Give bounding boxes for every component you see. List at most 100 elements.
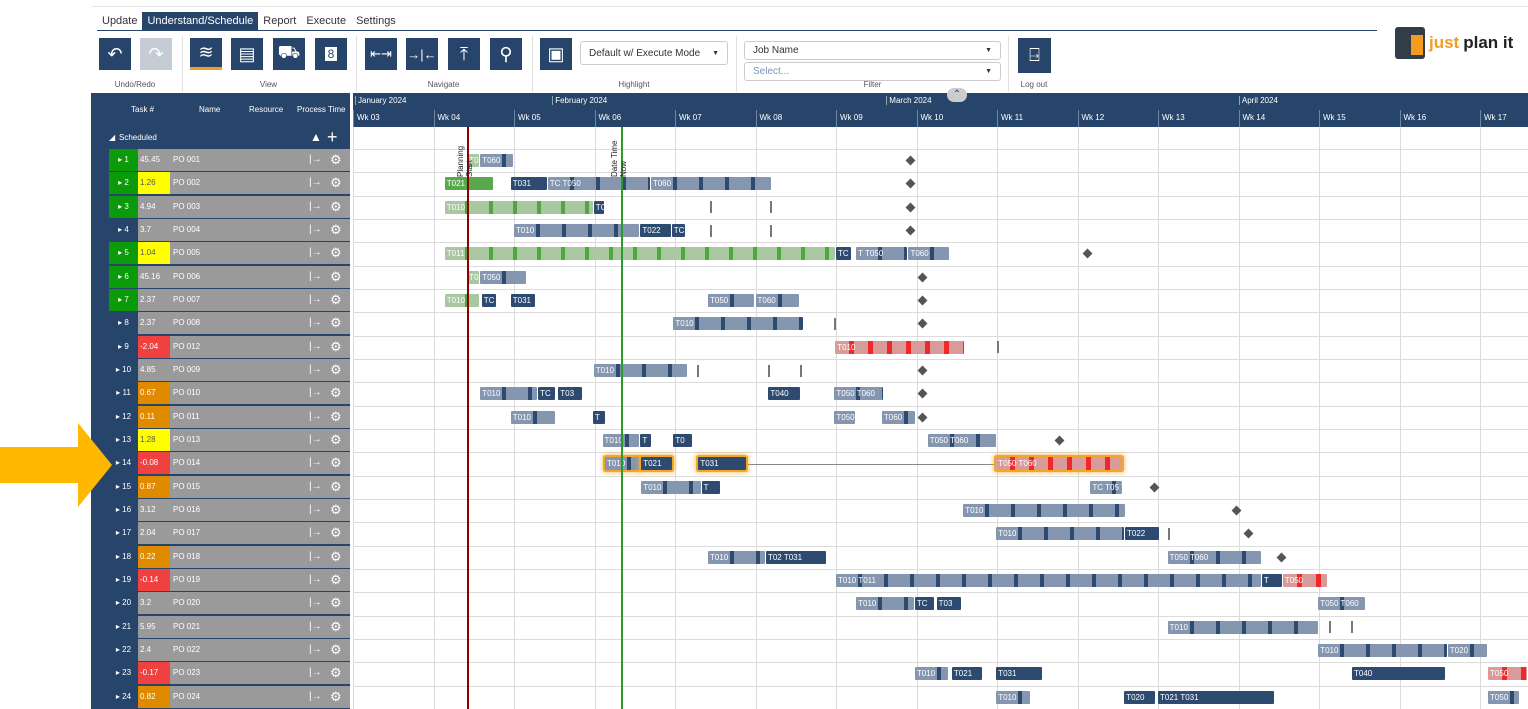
task-bar[interactable]: T020 bbox=[1447, 644, 1488, 658]
collapse-button[interactable]: →|← bbox=[406, 38, 438, 70]
goto-bar-icon[interactable]: |→ bbox=[309, 667, 322, 679]
gear-icon[interactable]: ⚙ bbox=[330, 641, 342, 657]
task-bar[interactable]: T010 bbox=[444, 200, 593, 214]
task-number[interactable]: ▸ 14 bbox=[109, 452, 138, 475]
due-date-diamond[interactable] bbox=[1054, 435, 1065, 446]
task-bar[interactable]: T022 bbox=[1124, 527, 1159, 541]
due-date-diamond[interactable] bbox=[1231, 505, 1242, 516]
scroll-top-button[interactable]: ⤒ bbox=[448, 38, 480, 70]
goto-bar-icon[interactable]: |→ bbox=[309, 503, 322, 515]
redo-button[interactable]: ↷ bbox=[140, 38, 172, 70]
task-bar[interactable]: TC T05 T0 bbox=[1090, 480, 1123, 494]
task-number[interactable]: ▸ 9 bbox=[109, 335, 138, 358]
due-date-diamond[interactable] bbox=[917, 295, 928, 306]
goto-bar-icon[interactable]: |→ bbox=[309, 200, 322, 212]
task-bar[interactable]: T010 bbox=[1167, 620, 1318, 634]
task-number[interactable]: ▸ 2 bbox=[109, 172, 138, 195]
task-bar[interactable]: T010 bbox=[963, 504, 1125, 518]
task-bar[interactable]: T050 T060 bbox=[1167, 550, 1261, 564]
goto-bar-icon[interactable]: |→ bbox=[309, 690, 322, 702]
gear-icon[interactable]: ⚙ bbox=[330, 245, 342, 261]
task-bar[interactable]: T010 bbox=[996, 527, 1124, 541]
gear-icon[interactable]: ⚙ bbox=[330, 408, 342, 424]
goto-bar-icon[interactable]: |→ bbox=[309, 457, 322, 469]
sort-up-icon[interactable]: ▲ bbox=[310, 130, 322, 144]
task-bar[interactable]: TC bbox=[593, 200, 604, 214]
task-row[interactable]: ▸ 16 3.12 PO 016 |→ ⚙ bbox=[109, 498, 350, 521]
highlight-select[interactable]: Default w/ Execute Mode ▼ bbox=[580, 41, 728, 65]
task-bar[interactable]: T060 bbox=[650, 177, 771, 191]
task-bar[interactable]: T050 T060 bbox=[927, 434, 996, 448]
task-row[interactable]: ▸ 22 2.4 PO 022 |→ ⚙ bbox=[109, 638, 350, 661]
task-row[interactable]: ▸ 24 0.82 PO 024 |→ ⚙ bbox=[109, 685, 350, 708]
calendar-view-button[interactable]: 8 bbox=[315, 38, 347, 70]
task-bar[interactable]: T050 bbox=[708, 294, 755, 308]
goto-bar-icon[interactable]: |→ bbox=[309, 620, 322, 632]
gear-icon[interactable]: ⚙ bbox=[330, 525, 342, 541]
task-bar[interactable]: T bbox=[701, 480, 720, 494]
task-bar[interactable]: T bbox=[1261, 574, 1282, 588]
task-bar[interactable]: T010 bbox=[510, 410, 555, 424]
scheduled-group-row[interactable]: ◢ Scheduled ▲ + bbox=[91, 127, 350, 149]
task-row[interactable]: ▸ 23 -0.17 PO 023 |→ ⚙ bbox=[109, 662, 350, 685]
task-bar[interactable]: T010 bbox=[708, 550, 765, 564]
task-bar[interactable]: TC bbox=[481, 294, 497, 308]
due-date-diamond[interactable] bbox=[1243, 528, 1254, 539]
task-bar[interactable]: TC bbox=[671, 224, 686, 238]
task-bar[interactable]: T010 T011 bbox=[836, 574, 1261, 588]
task-bar[interactable]: T04 bbox=[467, 270, 480, 284]
task-row[interactable]: ▸ 1 45.45 PO 001 |→ ⚙ bbox=[109, 149, 350, 171]
task-row[interactable]: ▸ 14 -0.08 PO 014 |→ ⚙ bbox=[109, 452, 350, 475]
gear-icon[interactable]: ⚙ bbox=[330, 268, 342, 284]
goto-bar-icon[interactable]: |→ bbox=[309, 527, 322, 539]
gear-icon[interactable]: ⚙ bbox=[330, 291, 342, 307]
task-number[interactable]: ▸ 24 bbox=[109, 685, 138, 708]
task-row[interactable]: ▸ 9 -2.04 PO 012 |→ ⚙ bbox=[109, 335, 350, 358]
task-number[interactable]: ▸ 11 bbox=[109, 382, 138, 405]
task-number[interactable]: ▸ 13 bbox=[109, 428, 138, 451]
task-bar[interactable]: T060 bbox=[755, 294, 799, 308]
gear-icon[interactable]: ⚙ bbox=[330, 501, 342, 517]
task-number[interactable]: ▸ 15 bbox=[109, 475, 138, 498]
due-date-diamond[interactable] bbox=[905, 155, 915, 166]
task-row[interactable]: ▸ 4 3.7 PO 004 |→ ⚙ bbox=[109, 218, 350, 241]
due-date-diamond[interactable] bbox=[917, 412, 928, 423]
add-icon[interactable]: + bbox=[327, 127, 338, 147]
gear-icon[interactable]: ⚙ bbox=[330, 175, 342, 191]
gear-icon[interactable]: ⚙ bbox=[330, 571, 342, 587]
task-bar[interactable]: T050 T060 bbox=[996, 457, 1123, 471]
gear-icon[interactable]: ⚙ bbox=[330, 595, 342, 611]
task-row[interactable]: ▸ 21 5.95 PO 021 |→ ⚙ bbox=[109, 615, 350, 638]
tab-execute[interactable]: Execute bbox=[306, 15, 347, 27]
task-bar[interactable]: T03 bbox=[558, 387, 583, 401]
gear-icon[interactable]: ⚙ bbox=[330, 548, 342, 564]
task-bar[interactable]: T060 bbox=[908, 247, 950, 261]
gear-icon[interactable]: ⚙ bbox=[330, 198, 342, 214]
due-date-diamond[interactable] bbox=[917, 389, 928, 399]
goto-bar-icon[interactable]: |→ bbox=[309, 247, 322, 259]
col-process-time[interactable]: Process Time bbox=[297, 105, 346, 114]
gear-icon[interactable]: ⚙ bbox=[330, 152, 342, 167]
task-bar[interactable]: T031 bbox=[698, 457, 746, 471]
due-date-diamond[interactable] bbox=[905, 202, 915, 213]
task-bar[interactable]: T010 bbox=[1318, 644, 1447, 658]
goto-bar-icon[interactable]: |→ bbox=[309, 480, 322, 492]
goto-bar-icon[interactable]: |→ bbox=[309, 433, 322, 445]
task-row[interactable]: ▸ 20 3.2 PO 020 |→ ⚙ bbox=[109, 592, 350, 615]
task-bar[interactable]: TC bbox=[914, 597, 934, 611]
task-bar[interactable]: T010 bbox=[602, 434, 640, 448]
task-number[interactable]: ▸ 22 bbox=[109, 638, 138, 661]
task-bar[interactable]: T050 bbox=[480, 270, 526, 284]
task-number[interactable]: ▸ 17 bbox=[109, 522, 138, 545]
gear-icon[interactable]: ⚙ bbox=[330, 665, 342, 681]
task-row[interactable]: ▸ 8 2.37 PO 008 |→ ⚙ bbox=[109, 312, 350, 335]
task-bar[interactable]: T0 bbox=[673, 434, 692, 448]
tab-understand-schedule[interactable]: Understand/Schedule bbox=[142, 12, 259, 30]
task-bar[interactable]: T010 bbox=[444, 294, 480, 308]
task-bar[interactable]: TC bbox=[836, 247, 852, 261]
task-bar[interactable]: T010 bbox=[835, 340, 964, 354]
due-date-diamond[interactable] bbox=[917, 319, 928, 329]
task-number[interactable]: ▸ 1 bbox=[109, 149, 138, 171]
tab-settings[interactable]: Settings bbox=[356, 15, 396, 27]
